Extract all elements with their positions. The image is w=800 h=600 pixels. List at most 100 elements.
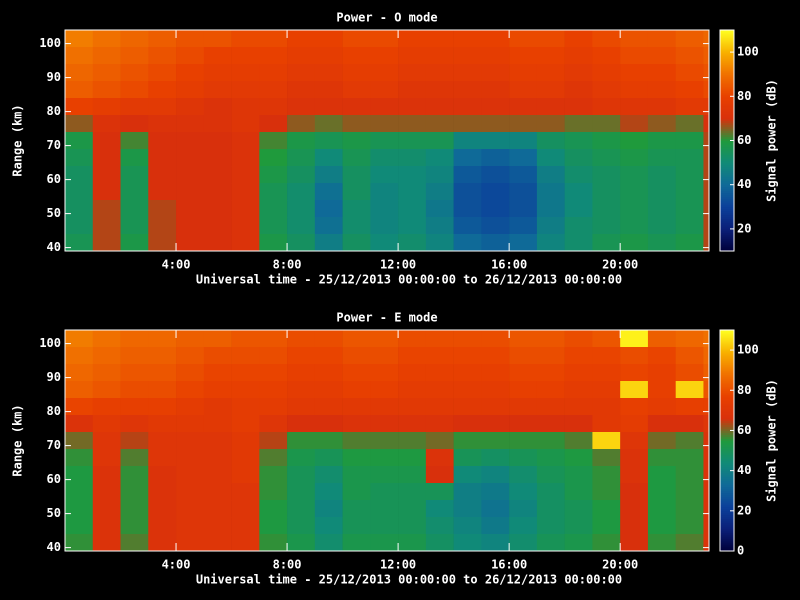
heatmap-cell: [398, 149, 427, 167]
heatmap-cell: [176, 398, 205, 416]
heatmap-cell: [509, 466, 538, 484]
heatmap-cell: [370, 364, 399, 382]
heatmap-cell: [342, 64, 371, 82]
heatmap-cell: [287, 132, 316, 150]
heatmap-cell: [65, 347, 94, 365]
heatmap-cell: [592, 166, 621, 184]
colorbar-tick-label: 0: [737, 544, 744, 558]
colorbar-tick-label: 40: [737, 177, 751, 191]
heatmap-cell: [592, 115, 621, 133]
heatmap-cell: [176, 217, 205, 235]
heatmap-cell: [120, 81, 149, 99]
heatmap-cell: [92, 398, 121, 416]
colorbar-segment: [720, 524, 734, 528]
colorbar-segment: [720, 30, 734, 33]
heatmap-cell: [259, 81, 288, 99]
heatmap-cell: [675, 132, 704, 150]
colorbar-segment: [720, 170, 734, 174]
heatmap-cell: [620, 483, 649, 501]
heatmap-cell: [703, 483, 710, 501]
colorbar-segment: [720, 120, 734, 123]
heatmap-cell: [92, 64, 121, 82]
colorbar-segment: [720, 440, 734, 444]
heatmap-cell: [203, 64, 232, 82]
colorbar-segment: [720, 108, 734, 111]
x-tick-label: 20:00: [602, 258, 638, 272]
heatmap-cell: [314, 64, 343, 82]
heatmap-cell: [65, 415, 94, 433]
heatmap-cell: [509, 217, 538, 235]
heatmap-cell: [536, 98, 565, 116]
heatmap-cell: [231, 166, 260, 184]
heatmap-cell: [425, 483, 454, 501]
chart-title: Power - E mode: [336, 311, 437, 325]
heatmap-cell: [425, 449, 454, 467]
colorbar-segment: [720, 382, 734, 385]
heatmap-cell: [370, 64, 399, 82]
heatmap-cell: [647, 149, 676, 167]
heatmap-cell: [176, 64, 205, 82]
colorbar-segment: [720, 206, 734, 210]
colorbar-segment: [720, 164, 734, 168]
heatmap-cell: [398, 200, 427, 218]
heatmap-cell: [259, 217, 288, 235]
heatmap-cell: [259, 483, 288, 501]
heatmap-cell: [647, 347, 676, 365]
heatmap-cell: [342, 217, 371, 235]
heatmap-cell: [675, 115, 704, 133]
heatmap-cell: [370, 534, 399, 552]
heatmap-cell: [314, 398, 343, 416]
colorbar-segment: [720, 348, 734, 351]
heatmap-cell: [92, 183, 121, 201]
heatmap-cell: [92, 217, 121, 235]
heatmap-cell: [453, 381, 482, 399]
y-tick-label: 100: [39, 336, 61, 350]
heatmap-cell: [314, 347, 343, 365]
heatmap-cell: [453, 132, 482, 150]
heatmap-cell: [592, 415, 621, 433]
heatmap-cell: [342, 200, 371, 218]
colorbar-segment: [720, 234, 734, 238]
heatmap-cell: [481, 81, 510, 99]
heatmap-cell: [703, 115, 710, 133]
heatmap-cell: [92, 330, 121, 348]
colorbar-segment: [720, 134, 734, 137]
colorbar-segment: [720, 406, 734, 409]
heatmap-cell: [453, 30, 482, 48]
heatmap-cell: [453, 500, 482, 518]
heatmap-cell: [536, 166, 565, 184]
heatmap-cell: [370, 398, 399, 416]
heatmap-cell: [675, 149, 704, 167]
heatmap-cell: [453, 364, 482, 382]
colorbar-segment: [720, 124, 734, 127]
heatmap-cell: [342, 30, 371, 48]
heatmap-cell: [453, 534, 482, 552]
heatmap-cell: [259, 534, 288, 552]
heatmap-cell: [120, 398, 149, 416]
heatmap-cell: [65, 432, 94, 450]
colorbar-segment: [720, 462, 734, 466]
heatmap-cell: [509, 483, 538, 501]
colorbar-segment: [720, 508, 734, 512]
heatmap-cell: [259, 466, 288, 484]
colorbar-segment: [720, 198, 734, 202]
heatmap-cell: [203, 132, 232, 150]
heatmap-cell: [370, 30, 399, 48]
heatmap-cell: [176, 47, 205, 65]
heatmap-cell: [231, 149, 260, 167]
colorbar-segment: [720, 510, 734, 514]
heatmap-cell: [176, 415, 205, 433]
colorbar-tick-label: 80: [737, 89, 751, 103]
heatmap-cell: [453, 415, 482, 433]
heatmap-cell: [647, 30, 676, 48]
y-tick-label: 90: [47, 370, 61, 384]
heatmap-cell: [592, 200, 621, 218]
heatmap-cell: [65, 364, 94, 382]
colorbar-segment: [720, 168, 734, 172]
heatmap-cell: [65, 183, 94, 201]
heatmap-cell: [536, 449, 565, 467]
heatmap-cell: [536, 200, 565, 218]
colorbar-segment: [720, 396, 734, 399]
heatmap-cell: [314, 466, 343, 484]
heatmap-cell: [231, 234, 260, 252]
